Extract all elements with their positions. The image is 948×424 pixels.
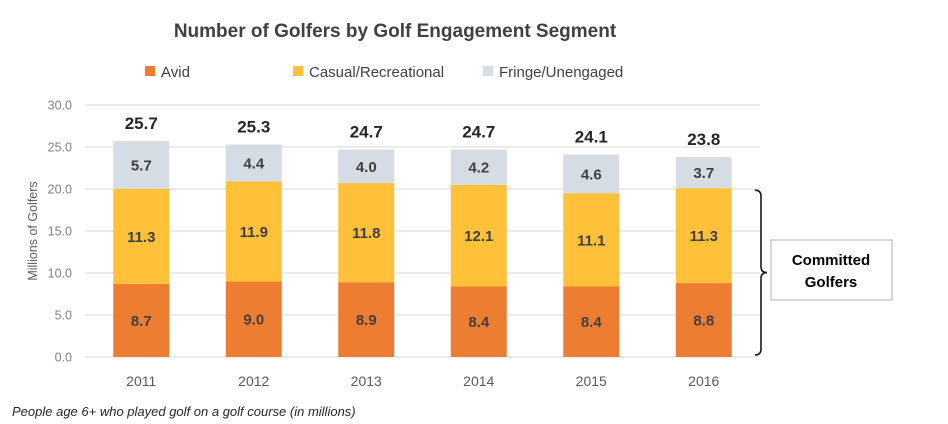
data-label: 11.3 (127, 229, 155, 246)
legend-label: Avid (161, 64, 190, 81)
y-tick-label: 15.0 (48, 225, 72, 239)
data-label: 8.7 (131, 313, 152, 330)
bar-segment-avid-2015 (563, 286, 620, 357)
legend-swatch-casual-recreational (293, 66, 303, 76)
data-label: 11.3 (690, 228, 718, 245)
legend-label: Casual/Recreational (309, 64, 444, 81)
data-label: 4.0 (356, 159, 377, 176)
y-tick-label: 0.0 (55, 351, 72, 365)
bar-segment-casual-recreational-2016 (675, 188, 732, 284)
x-tick-label: 2016 (688, 373, 719, 389)
data-label: 8.9 (356, 312, 377, 329)
data-label: 8.8 (693, 313, 714, 330)
bar-segment-avid-2011 (113, 283, 170, 357)
bar-segment-fringe-unengaged-2016 (675, 157, 732, 189)
bar-segment-casual-recreational-2015 (563, 193, 620, 287)
bar-segment-fringe-unengaged-2012 (225, 144, 282, 182)
legend-label: Fringe/Unengaged (499, 64, 623, 81)
y-tick-label: 5.0 (55, 309, 72, 323)
bar-segment-fringe-unengaged-2014 (450, 149, 507, 185)
bar-segment-casual-recreational-2014 (450, 184, 507, 287)
y-tick-label: 20.0 (48, 183, 72, 197)
legend-swatch-fringe-unengaged (483, 66, 493, 76)
x-tick-label: 2014 (463, 373, 494, 389)
total-label-2012: 25.3 (237, 117, 270, 136)
committed-golfers-callout: Committed Golfers (754, 189, 893, 356)
callout-box (770, 239, 893, 301)
callout-line-1: Committed (792, 252, 870, 269)
data-label: 4.6 (581, 166, 602, 183)
total-label-2013: 24.7 (350, 123, 383, 142)
bar-segment-casual-recreational-2011 (113, 189, 170, 284)
x-tick-label: 2015 (576, 373, 607, 389)
curly-brace-icon (754, 189, 768, 356)
data-label: 9.0 (243, 312, 264, 329)
callout-line-2: Golfers (805, 274, 858, 291)
bar-segment-avid-2014 (450, 286, 507, 357)
total-label-2016: 23.8 (687, 130, 720, 149)
y-axis-label: Millions of Golfers (26, 181, 40, 280)
y-tick-label: 30.0 (48, 99, 72, 113)
data-label: 11.9 (240, 224, 268, 241)
x-axis-ticks: 2011 2012 2013 2014 2015 2016 (126, 373, 719, 389)
data-label: 8.4 (468, 314, 490, 331)
data-label: 5.7 (131, 158, 152, 175)
total-label-2015: 24.1 (575, 128, 608, 147)
bar-segment-avid-2013 (338, 282, 395, 357)
bar-segment-avid-2016 (675, 283, 732, 357)
data-label: 3.7 (693, 165, 714, 182)
chart-title: Number of Golfers by Golf Engagement Seg… (174, 21, 617, 42)
x-tick-label: 2013 (351, 373, 382, 389)
bar-segment-casual-recreational-2012 (225, 181, 282, 282)
data-label: 8.4 (581, 314, 603, 331)
bar-segment-casual-recreational-2013 (338, 183, 395, 283)
x-tick-label: 2011 (126, 373, 156, 389)
data-label: 11.8 (352, 225, 380, 242)
y-tick-label: 25.0 (48, 141, 72, 155)
footnote: People age 6+ who played golf on a golf … (12, 404, 356, 419)
bar-segment-avid-2012 (225, 281, 282, 357)
data-label: 4.4 (243, 155, 265, 172)
data-label: 4.2 (468, 160, 489, 177)
y-axis-ticks: 0.0 5.0 10.0 15.0 20.0 25.0 30.0 (48, 99, 72, 365)
bar-segment-fringe-unengaged-2011 (113, 141, 170, 189)
legend: Avid Casual/Recreational Fringe/Unengaged (145, 64, 623, 81)
total-label-2011: 25.7 (125, 114, 158, 133)
gridlines (85, 104, 760, 358)
data-label: 11.1 (577, 232, 605, 249)
bar-segment-fringe-unengaged-2015 (563, 154, 620, 194)
x-tick-label: 2012 (238, 373, 269, 389)
data-label: 12.1 (464, 228, 493, 245)
total-label-2014: 24.7 (462, 123, 495, 142)
legend-swatch-avid (145, 66, 155, 76)
bar-segment-fringe-unengaged-2013 (338, 149, 395, 184)
bars: 8.7 11.3 5.7 25.7 9.0 11.9 4.4 25.3 8.9 11.8 4.0 24… (113, 114, 732, 357)
y-tick-label: 10.0 (48, 267, 72, 281)
